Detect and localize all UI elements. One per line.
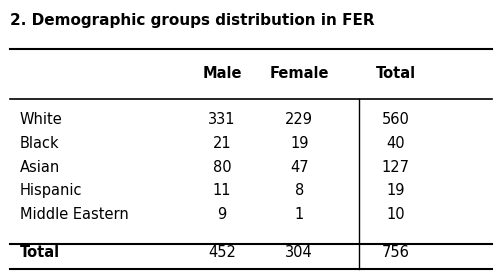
Text: Male: Male [202, 66, 241, 81]
Text: Asian: Asian [20, 159, 60, 175]
Text: 127: 127 [381, 159, 409, 175]
Text: 11: 11 [212, 183, 231, 198]
Text: 21: 21 [212, 136, 231, 151]
Text: 331: 331 [208, 112, 235, 127]
Text: 19: 19 [290, 136, 308, 151]
Text: 80: 80 [212, 159, 231, 175]
Text: 2. Demographic groups distribution in FER: 2. Demographic groups distribution in FE… [10, 13, 374, 28]
Text: Hispanic: Hispanic [20, 183, 82, 198]
Text: 40: 40 [385, 136, 404, 151]
Text: Middle Eastern: Middle Eastern [20, 207, 128, 222]
Text: 452: 452 [208, 245, 235, 260]
Text: Total: Total [375, 66, 415, 81]
Text: 756: 756 [381, 245, 409, 260]
Text: 1: 1 [294, 207, 303, 222]
Text: 560: 560 [381, 112, 409, 127]
Text: White: White [20, 112, 62, 127]
Text: 304: 304 [285, 245, 313, 260]
Text: Total: Total [20, 245, 60, 260]
Text: 9: 9 [217, 207, 226, 222]
Text: Black: Black [20, 136, 59, 151]
Text: 8: 8 [294, 183, 303, 198]
Text: 229: 229 [285, 112, 313, 127]
Text: 10: 10 [385, 207, 404, 222]
Text: Female: Female [269, 66, 328, 81]
Text: 19: 19 [386, 183, 404, 198]
Text: 47: 47 [289, 159, 308, 175]
